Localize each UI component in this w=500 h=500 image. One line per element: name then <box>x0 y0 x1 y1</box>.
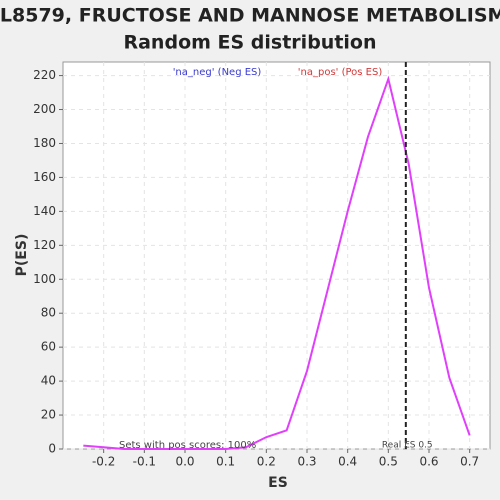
chart-title: CL8579, FRUCTOSE AND MANNOSE METABOLISM: <box>0 5 500 27</box>
y-tick-label: 180 <box>33 136 56 150</box>
x-tick-label: -0.2 <box>92 455 115 469</box>
y-tick-label: 80 <box>41 306 56 320</box>
x-tick-label: 0.4 <box>338 455 357 469</box>
annotation: 'na_neg' (Neg ES) <box>173 67 262 78</box>
y-tick-label: 220 <box>33 68 56 82</box>
x-tick-label: 0.0 <box>175 455 194 469</box>
y-tick-label: 20 <box>41 408 56 422</box>
chart-subtitle: Random ES distribution <box>123 32 376 54</box>
es-line <box>83 75 471 450</box>
x-axis-label: ES <box>268 475 288 491</box>
x-tick-label: 0.3 <box>297 455 316 469</box>
x-tick-label: 0.6 <box>419 455 438 469</box>
y-tick-label: 140 <box>33 204 56 218</box>
x-tick-label: 0.2 <box>257 455 276 469</box>
y-tick-label: 160 <box>33 170 56 184</box>
y-tick-label: 120 <box>33 238 56 252</box>
x-tick-label: 0.1 <box>216 455 235 469</box>
x-tick-label: 0.5 <box>379 455 398 469</box>
y-tick-label: 60 <box>41 340 56 354</box>
y-axis-label: P(ES) <box>14 234 30 277</box>
y-tick-label: 200 <box>33 102 56 116</box>
plot-area <box>62 61 491 450</box>
y-tick-label: 0 <box>48 442 56 456</box>
y-tick-label: 100 <box>33 272 56 286</box>
x-tick-label: -0.1 <box>133 455 156 469</box>
x-tick-label: 0.7 <box>460 455 479 469</box>
y-tick-label: 40 <box>41 374 56 388</box>
annotation: 'na_pos' (Pos ES) <box>298 67 383 78</box>
annotation: Real ES 0.5 <box>382 441 433 451</box>
annotation: Sets with pos scores: 100% <box>119 440 256 451</box>
